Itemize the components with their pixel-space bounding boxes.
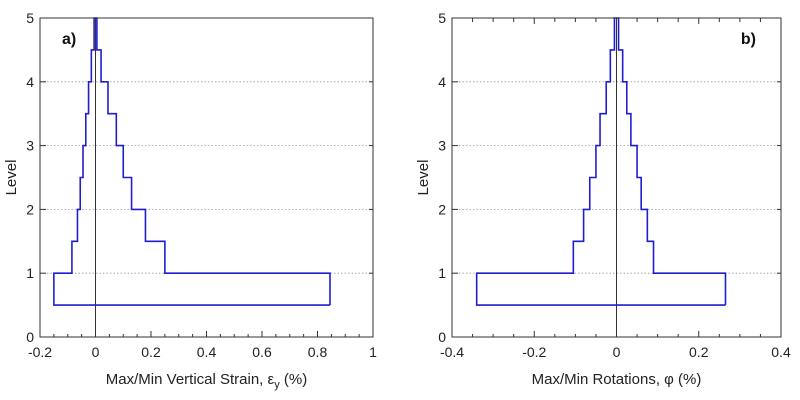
y-tick-label: 4: [438, 74, 446, 90]
y-tick-label: 2: [26, 201, 34, 217]
panel-a-x-axis-label-symbol: ε: [268, 371, 275, 388]
x-tick-label: 0.2: [689, 344, 709, 360]
x-tick-label: 0.6: [252, 344, 272, 360]
x-tick-label: -0.2: [522, 344, 546, 360]
panel-a-x-axis-label-subscript: y: [274, 379, 280, 391]
panel-a-gridlines: [40, 81, 373, 274]
y-tick-label: 0: [26, 329, 34, 345]
panel-b-x-axis-label: Max/Min Rotations, φ (%): [532, 371, 702, 388]
x-tick-label: -0.4: [440, 344, 464, 360]
panel-a-y-axis-label: Level: [3, 160, 20, 196]
panel-a-x-axis-label-unit: (%): [280, 371, 308, 388]
x-tick-label: 0.2: [141, 344, 161, 360]
x-tick-label: 0.8: [308, 344, 328, 360]
x-tick-label: 0: [613, 344, 621, 360]
x-tick-label: 0.4: [771, 344, 791, 360]
panel-a-x-axis-label-main: Max/Min Vertical Strain,: [106, 371, 268, 388]
panel-a-label: a): [62, 31, 76, 48]
panel-b-x-axis-label-main: Max/Min Rotations,: [532, 371, 665, 388]
panel-b-y-axis-label: Level: [415, 160, 432, 196]
panel-b-rotations: -0.4 -0.2 0 0.2 0.4 0 1 2 3 4 5 b) Level Max/Min …: [415, 10, 791, 388]
y-tick-label: 1: [438, 265, 446, 281]
y-tick-label: 3: [438, 138, 446, 154]
y-tick-label: 5: [26, 10, 34, 26]
panel-a-x-tick-labels: -0.2 0 0.2 0.4 0.6 0.8 1: [28, 344, 377, 360]
x-tick-label: 0: [92, 344, 100, 360]
x-tick-label: 0.4: [197, 344, 217, 360]
panel-a-frame: [39, 17, 374, 338]
y-tick-label: 4: [26, 74, 34, 90]
panel-a-ticks: [39, 17, 374, 338]
panel-b-label: b): [741, 31, 756, 48]
y-tick-label: 1: [26, 265, 34, 281]
panel-b-x-axis-label-unit: (%): [674, 371, 702, 388]
y-tick-label: 0: [438, 329, 446, 345]
panel-b-frame: [451, 17, 782, 338]
x-tick-label: -0.2: [28, 344, 52, 360]
panel-b-x-tick-labels: -0.4 -0.2 0 0.2 0.4: [440, 344, 791, 360]
panel-b-ticks: [451, 17, 782, 338]
x-tick-label: 1: [369, 344, 377, 360]
panel-a-x-axis-label: Max/Min Vertical Strain, εy (%): [106, 371, 307, 391]
y-tick-label: 5: [438, 10, 446, 26]
panel-a-y-tick-labels: 0 1 2 3 4 5: [26, 10, 34, 345]
panel-b-x-axis-label-symbol: φ: [664, 371, 674, 388]
y-tick-label: 2: [438, 201, 446, 217]
panel-b-series-line: [475, 17, 727, 306]
y-tick-label: 3: [26, 138, 34, 154]
panel-b-y-tick-labels: 0 1 2 3 4 5: [438, 10, 446, 345]
